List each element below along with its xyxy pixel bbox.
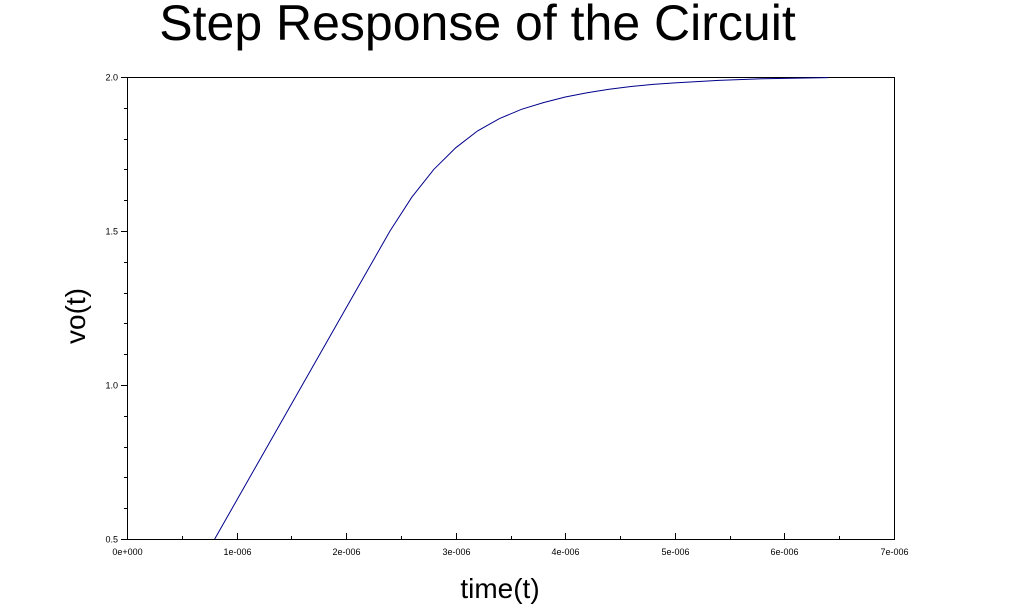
x-axis-ticks: 0e+000 1e-006 2e-006 3e-006 4e-006 5e-006 6e-0… <box>112 533 909 557</box>
x-tick-label: 3e-006 <box>442 547 470 557</box>
y-tick-label: 1.5 <box>105 227 118 237</box>
x-tick-label: 6e-006 <box>770 547 798 557</box>
chart-title: Step Response of the Circuit <box>159 0 796 51</box>
series-line <box>214 77 829 540</box>
x-tick-label: 2e-006 <box>332 547 360 557</box>
x-axis-label: time(t) <box>460 573 540 604</box>
y-tick-label: 0.5 <box>105 535 118 545</box>
x-tick-label: 7e-006 <box>880 547 908 557</box>
y-tick-label: 2.0 <box>105 73 118 83</box>
plot-frame <box>127 77 895 540</box>
x-tick-label: 5e-006 <box>661 547 689 557</box>
x-tick-label: 0e+000 <box>112 547 142 557</box>
y-axis-ticks: 0.5 1.0 1.5 2.0 <box>105 73 127 545</box>
x-tick-label: 4e-006 <box>551 547 579 557</box>
x-tick-label: 1e-006 <box>223 547 251 557</box>
y-tick-label: 1.0 <box>105 381 118 391</box>
